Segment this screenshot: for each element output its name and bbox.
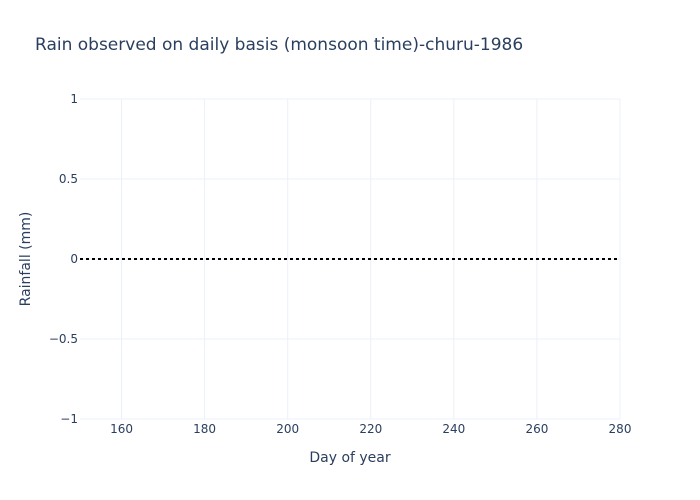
x-tick-label: 180: [193, 422, 216, 436]
x-axis-label: Day of year: [309, 450, 391, 466]
y-axis-ticks: 1 0.5 0 −0.5 −1: [49, 92, 78, 426]
y-tick-label: 0: [70, 252, 78, 266]
chart-title: Rain observed on daily basis (monsoon ti…: [35, 35, 523, 55]
x-tick-label: 280: [609, 422, 632, 436]
y-axis-label: Rainfall (mm): [18, 212, 34, 307]
x-tick-label: 220: [359, 422, 382, 436]
y-tick-label: 1: [70, 92, 78, 106]
y-tick-label: −1: [60, 412, 78, 426]
y-tick-label: −0.5: [49, 332, 78, 346]
y-tick-label: 0.5: [59, 172, 78, 186]
x-tick-label: 200: [276, 422, 299, 436]
x-tick-label: 160: [110, 422, 133, 436]
x-tick-label: 260: [525, 422, 548, 436]
x-tick-label: 240: [442, 422, 465, 436]
x-axis-ticks: 160 180 200 220 240 260 280: [110, 422, 631, 436]
